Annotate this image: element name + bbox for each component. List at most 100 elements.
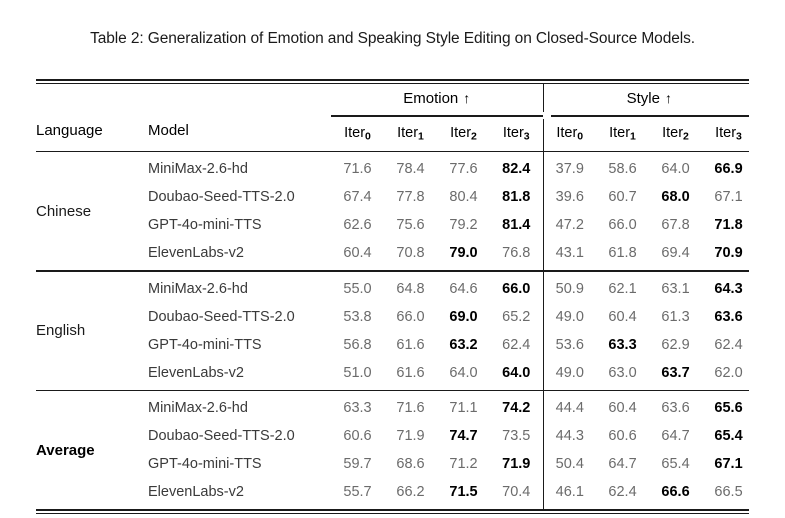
group-header-emotion-label: Emotion [403,90,459,108]
style-iter0-value: 49.0 [542,358,597,387]
column-header-emotion-iter1: Iter1 [384,119,437,151]
header-midrule [36,151,749,153]
style-iter0-value: 50.9 [542,274,597,303]
style-iter2-value: 64.0 [661,161,690,178]
style-iter2-value: 65.4 [661,455,690,472]
iter-subscript: 0 [577,130,584,143]
table-row: ElevenLabs-v2 55.7 66.2 71.5 70.4 46.1 62.4 66.… [36,478,755,507]
table-row: Chinese MiniMax-2.6-hd 71.6 78.4 77.6 82.4 37.… [36,155,755,219]
emotion-iter1-value: 75.6 [396,217,425,234]
emotion-iter1-value: 66.0 [396,308,425,325]
column-header-language: Language [36,122,103,140]
emotion-iter0-value: 51.0 [343,364,372,381]
style-iter3-value: 70.9 [714,245,743,262]
emotion-iter0-value: 55.0 [343,280,372,297]
emotion-iter0-value: 71.6 [343,161,372,178]
style-iter3-value: 63.6 [714,308,743,325]
model-cell: Doubao-Seed-TTS-2.0 [148,189,295,206]
model-cell: GPT-4o-mini-TTS [148,455,262,472]
style-iter2-value: 61.3 [661,308,690,325]
emotion-iter0-value: 67.4 [343,189,372,206]
style-iter3-value: 66.5 [714,483,743,500]
style-iter3-value: 65.4 [714,427,743,444]
column-header-emotion-iter2: Iter2 [437,119,490,151]
model-cell: GPT-4o-mini-TTS [148,336,262,353]
style-iter3-value: 71.8 [714,217,743,234]
emotion-iter2-value: 79.0 [449,245,478,262]
block-bottom-spacer [36,506,756,510]
block-top-spacer [36,271,756,275]
table-row: Doubao-Seed-TTS-2.0 53.8 66.0 69.0 65.2 49.0 6… [36,302,755,331]
group-header-style: Style ↑ [542,84,756,113]
style-iter1-value: 60.4 [608,308,637,325]
emotion-iter0-value: 53.8 [343,308,372,325]
table-row: Doubao-Seed-TTS-2.0 67.4 77.8 80.4 81.8 39.6 6… [36,183,755,212]
style-iter0-value: 43.1 [542,239,597,268]
iter-label: Iter [556,125,578,142]
emotion-iter3-value: 81.4 [502,217,531,234]
style-iter3-value: 64.3 [714,280,743,297]
model-cell: GPT-4o-mini-TTS [148,217,262,234]
emotion-iter2-value: 74.7 [449,427,478,444]
style-iter1-value: 63.0 [608,364,637,381]
emotion-iter3-value: 74.2 [502,399,531,416]
style-iter0-value: 37.9 [542,155,597,184]
style-iter3-value: 67.1 [714,455,743,472]
language-block-average: Average MiniMax-2.6-hd 63.3 71.6 71.1 74.2 44.… [36,391,756,510]
emotion-iter2-value: 80.4 [449,189,478,206]
column-header-emotion-iter0: Iter0 [331,119,384,151]
style-iter0-value: 44.3 [542,422,597,451]
column-header-style-iter0: Iter0 [542,119,596,152]
style-iter0-value: 53.6 [542,330,597,359]
emotion-iter2-value: 71.2 [449,455,478,472]
emotion-iter3-value: 64.0 [502,364,531,381]
style-iter0-value: 39.6 [542,183,597,212]
emotion-iter3-value: 82.4 [502,161,531,178]
style-iter1-value: 58.6 [608,161,637,178]
iter-label: Iter [715,125,737,142]
column-header-emotion-iter3: Iter3 [490,119,543,151]
table-caption: Table 2: Generalization of Emotion and S… [90,30,695,47]
iter-subscript: 1 [418,130,424,143]
emotion-iter0-value: 60.4 [343,245,372,262]
emotion-iter2-value: 64.0 [449,364,478,381]
block-top-spacer [36,391,756,395]
model-cell: MiniMax-2.6-hd [148,161,248,178]
table-head: Emotion ↑ Style ↑ [36,84,756,113]
block-bottom-spacer [36,386,756,390]
group-header-emotion: Emotion ↑ [331,84,543,112]
emotion-iter1-value: 66.2 [396,483,425,500]
emotion-iter3-value: 76.8 [502,245,531,262]
table-row: English MiniMax-2.6-hd 55.0 64.8 64.6 66.0 50.… [36,274,755,338]
table-row: GPT-4o-mini-TTS 62.6 75.6 79.2 81.4 47.2 66.0 6… [36,211,755,240]
top-rule-lower [36,82,749,85]
results-table-head2: Language Model Iter0 Iter1 Iter2 Iter3 I… [36,119,755,152]
language-block-chinese: Chinese MiniMax-2.6-hd 71.6 78.4 77.6 82.4 37.… [36,152,756,271]
table-row: Doubao-Seed-TTS-2.0 60.6 71.9 74.7 73.5 44.3 6… [36,422,755,451]
emotion-iter1-value: 61.6 [396,336,425,353]
emotion-iter2-value: 79.2 [449,217,478,234]
cmidrule-style [551,115,749,117]
cmidrule-emotion [331,115,543,117]
style-iter2-value: 66.6 [661,483,690,500]
language-cell: English [36,322,86,340]
column-header-model: Model [148,122,189,140]
style-iter1-value: 66.0 [608,217,637,234]
emotion-iter0-value: 59.7 [343,455,372,472]
table-container: Emotion ↑ Style ↑ Language Model Iter0 Ite… [36,79,756,515]
group-header-row: Emotion ↑ Style ↑ [36,84,756,113]
style-iter1-value: 62.1 [608,280,637,297]
style-iter2-value: 62.9 [661,336,690,353]
cmidrule-row [36,112,749,119]
model-cell: ElevenLabs-v2 [148,483,244,500]
style-iter2-value: 68.0 [661,189,690,206]
emotion-iter0-value: 62.6 [343,217,372,234]
emotion-iter3-value: 81.8 [502,189,531,206]
style-iter1-value: 61.8 [608,245,637,262]
emotion-iter2-value: 71.1 [449,399,478,416]
style-iter2-value: 69.4 [661,245,690,262]
emotion-iter0-value: 60.6 [343,427,372,444]
iter-subscript: 0 [365,130,371,143]
model-cell: MiniMax-2.6-hd [148,280,248,297]
model-cell: MiniMax-2.6-hd [148,399,248,416]
